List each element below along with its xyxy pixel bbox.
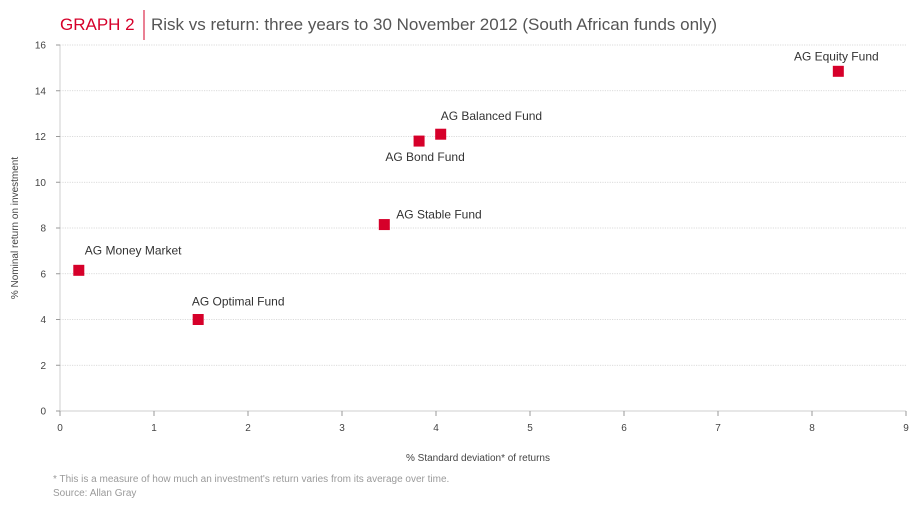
grid [60,44,906,366]
x-tick-label: 8 [809,423,815,434]
graph-number: GRAPH 2 [60,15,135,34]
y-tick-label: 8 [40,224,46,235]
x-tick-label: 2 [245,423,251,434]
data-point-label: AG Equity Fund [794,49,879,63]
data-point-marker [435,128,447,140]
data-point-marker [192,314,204,325]
data-point-marker [378,219,390,231]
data-point-label: AG Bond Fund [385,150,464,164]
data-point-marker [832,65,844,77]
y-tick-label: 0 [40,407,46,418]
y-axis-title: % Nominal return on investment [10,157,21,300]
x-tick-label: 9 [903,423,909,434]
data-points: AG Money Market AG Optimal Fund AG Stable … [73,49,879,325]
data-point-marker [73,264,85,276]
data-point-label: AG Money Market [85,243,182,257]
x-axis-title: % Standard deviation* of returns [406,453,550,464]
x-tick-label: 0 [57,423,63,434]
y-tick-label: 10 [35,178,47,189]
y-tick-label: 6 [40,269,46,280]
data-point-marker [413,135,425,147]
chart-title: Risk vs return: three years to 30 Novemb… [151,15,717,34]
data-point-label: AG Stable Fund [396,208,481,222]
y-tick-label: 16 [35,41,47,52]
x-tick-label: 3 [339,423,345,434]
y-tick-label: 2 [40,361,46,372]
x-tick-label: 4 [433,423,439,434]
x-axis-ticks: 0 1 2 3 4 5 6 7 8 9 [57,411,909,434]
source-note: Source: Allan Gray [53,488,137,499]
x-tick-label: 1 [151,423,157,434]
x-tick-label: 5 [527,423,533,434]
y-tick-label: 14 [35,86,47,97]
risk-return-chart: GRAPH 2 Risk vs return: three years to 3… [10,10,909,464]
data-point-label: AG Balanced Fund [441,109,542,123]
y-tick-label: 4 [40,315,46,326]
data-point-label: AG Optimal Fund [192,295,285,309]
footnote: * This is a measure of how much an inves… [53,474,450,485]
x-tick-label: 6 [621,423,627,434]
y-tick-label: 12 [35,132,47,143]
x-tick-label: 7 [715,423,721,434]
y-axis-ticks: 0 2 4 6 8 10 12 14 16 [35,41,60,418]
